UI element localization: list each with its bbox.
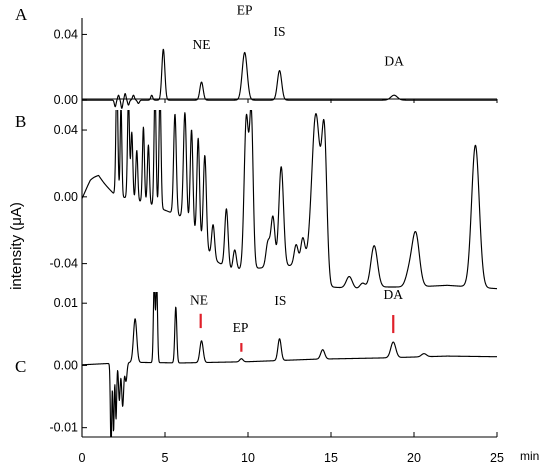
- panel-B-y-tick-label: 0.04: [54, 123, 78, 137]
- panel-B-y-tick-label: 0.00: [54, 190, 78, 204]
- panel-C-y-tick-label: 0.00: [54, 358, 78, 372]
- y-axis-label: intensity (μA): [8, 202, 25, 290]
- x-tick-label: 25: [490, 451, 504, 465]
- peak-label-ep: EP: [237, 3, 253, 18]
- peak-label-ne: NE: [193, 37, 211, 52]
- x-tick-label: 10: [241, 451, 255, 465]
- peak-label-ep: EP: [233, 320, 249, 335]
- peak-label-is: IS: [274, 293, 286, 308]
- panel-A-y-tick-label: 0.00: [54, 93, 78, 107]
- x-tick-label: 15: [324, 451, 338, 465]
- panel-B: 0.04 0.00 -0.04 B: [15, 110, 498, 292]
- peak-label-da: DA: [384, 54, 404, 69]
- x-tick-label: 5: [162, 451, 169, 465]
- panel-label-A: A: [15, 5, 28, 24]
- peak-label-da: DA: [384, 287, 404, 302]
- panel-A: 0.00 0.04 A NE EP IS DA: [15, 3, 498, 110]
- panel-C-trace: [82, 292, 498, 437]
- panel-B-trace: [82, 110, 498, 290]
- panel-label-C: C: [15, 357, 26, 376]
- panel-A-trace: [82, 48, 498, 109]
- panel-A-y-tick-label: 0.04: [54, 27, 78, 41]
- panel-C-y-tick-label: 0.01: [54, 296, 78, 310]
- x-axis-unit: min: [520, 449, 539, 463]
- panel-B-y-tick-label: -0.04: [50, 257, 79, 271]
- peak-label-is: IS: [274, 24, 286, 39]
- x-tick-label: 0: [79, 451, 86, 465]
- x-tick-label: 20: [407, 451, 421, 465]
- panel-C: 0.01 0.00 -0.01 0 5 10 15 20 25 C NE EP IS DA: [15, 287, 504, 465]
- panel-C-y-tick-label: -0.01: [50, 421, 79, 435]
- panel-label-B: B: [15, 112, 26, 131]
- peak-label-ne: NE: [190, 292, 208, 307]
